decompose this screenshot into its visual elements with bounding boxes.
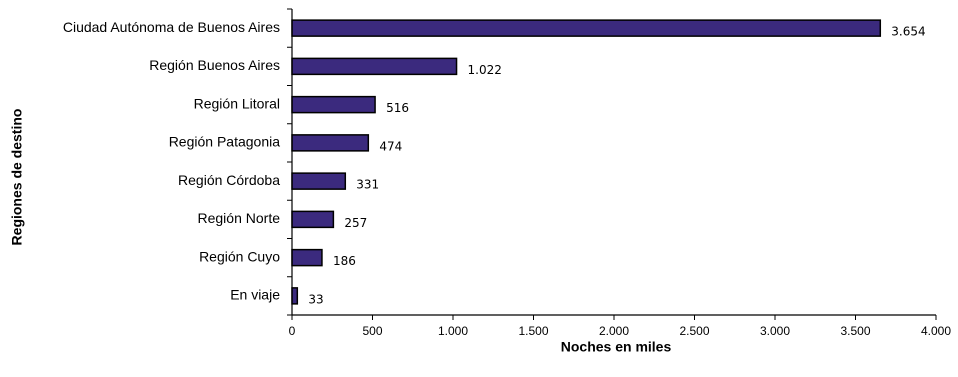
- data-label: 1.022: [468, 63, 502, 77]
- category-label: Ciudad Autónoma de Buenos Aires: [63, 19, 280, 35]
- bar: [291, 57, 458, 76]
- category-label: Región Patagonia: [169, 134, 281, 150]
- category-label: Región Norte: [198, 210, 281, 226]
- x-tick-label: 1.500: [518, 324, 548, 338]
- category-label: Región Litoral: [194, 95, 280, 111]
- bar: [291, 95, 376, 114]
- category-label: Región Córdoba: [178, 172, 280, 188]
- x-tick-label: 2.000: [599, 324, 629, 338]
- bar: [291, 19, 882, 37]
- x-axis-title: Noches en miles: [561, 339, 672, 355]
- bar: [291, 134, 370, 152]
- data-label: 474: [379, 139, 402, 153]
- bar: [291, 248, 323, 267]
- bar: [291, 210, 335, 229]
- x-tick-label: 4.000: [921, 324, 951, 338]
- bars-group: [291, 19, 882, 305]
- x-tick-label: 1.000: [438, 324, 468, 338]
- y-axis: [287, 8, 293, 316]
- category-label: Región Buenos Aires: [149, 57, 280, 73]
- data-label: 186: [333, 254, 356, 268]
- category-label: Región Cuyo: [199, 248, 280, 264]
- data-label: 3.654: [891, 25, 925, 39]
- category-labels: Ciudad Autónoma de Buenos Aires Región Bu…: [63, 19, 280, 303]
- category-label: En viaje: [230, 287, 280, 303]
- bar: [291, 172, 347, 190]
- x-tick-label: 0: [289, 324, 296, 338]
- x-tick-label: 500: [362, 324, 382, 338]
- y-axis-title: Regiones de destino: [9, 109, 25, 246]
- data-label: 331: [356, 178, 379, 192]
- x-tick-label: 3.500: [840, 324, 870, 338]
- data-label: 516: [386, 101, 409, 115]
- x-axis: 0 500 1.000 1.500 2.000 2.500 3.000 3.500 4.000: [289, 314, 951, 338]
- x-tick-label: 2.500: [679, 324, 709, 338]
- data-label: 33: [308, 292, 323, 306]
- x-tick-label: 3.000: [760, 324, 790, 338]
- data-label: 257: [344, 216, 367, 230]
- data-labels: 3.654 1.022 516 474 331 257 186 33: [308, 25, 925, 307]
- bar: [291, 287, 299, 305]
